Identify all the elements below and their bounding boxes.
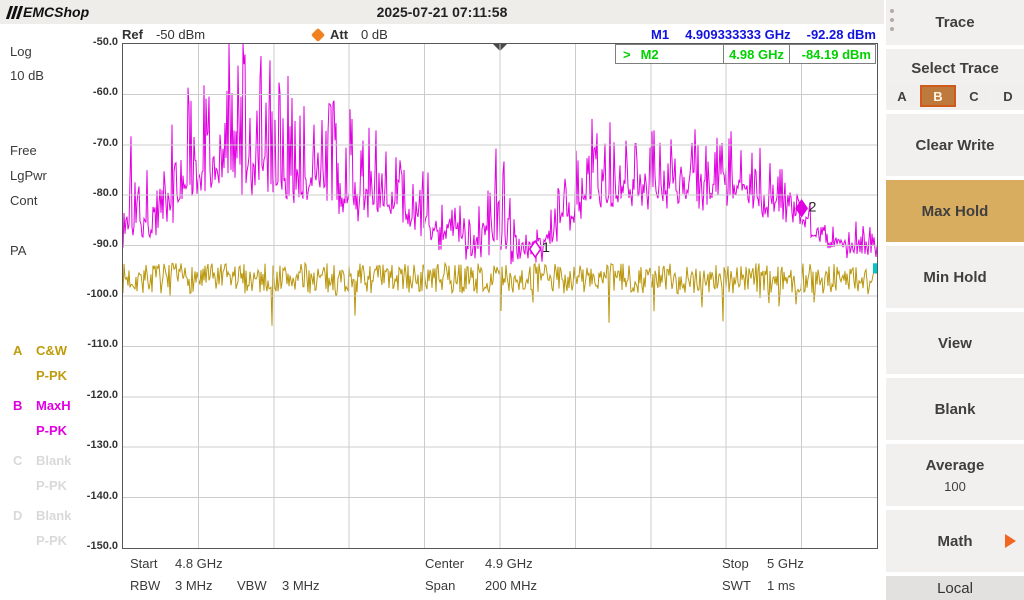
spectrum-traces: 12: [122, 43, 878, 548]
scale-type-label: Log: [10, 44, 32, 59]
trace-a-mode: C&W: [36, 343, 68, 358]
local-button[interactable]: Local: [886, 576, 1024, 600]
start-freq[interactable]: Start 4.8 GHz: [130, 556, 223, 571]
scale-div-label: 10 dB: [10, 68, 44, 83]
att-value: 0 dB: [361, 27, 388, 42]
menu-drag-handle-icon[interactable]: [890, 9, 894, 31]
marker2-active-indicator: >: [623, 46, 631, 62]
start-freq-value: 4.8 GHz: [175, 556, 223, 571]
center-freq-value: 4.9 GHz: [485, 556, 533, 571]
trace-c-mode: Blank: [36, 453, 72, 468]
y-axis-tick-label: -70.0: [92, 136, 118, 149]
preamp-label: PA: [10, 243, 27, 258]
trace-b-mode: MaxH: [36, 398, 71, 413]
swt-value: 1 ms: [767, 578, 796, 593]
min-hold-button[interactable]: Min Hold: [886, 246, 1024, 308]
attenuation-setting[interactable]: Att 0 dB: [310, 27, 388, 42]
trace-d-mode: Blank: [36, 508, 72, 523]
app-logo: EMC Shop: [5, 3, 90, 21]
max-hold-button[interactable]: Max Hold: [886, 180, 1024, 242]
math-label: Math: [937, 532, 973, 550]
trace-select-d[interactable]: D: [992, 85, 1024, 107]
marker2-freq: 4.98 GHz: [724, 45, 790, 63]
swt-setting[interactable]: SWT 1 ms: [722, 578, 796, 593]
y-axis-tick-label: -110.0: [87, 338, 118, 351]
vbw-setting[interactable]: VBW 3 MHz: [237, 578, 320, 593]
ref-label: Ref: [122, 27, 143, 42]
y-axis-tick-label: -50.0: [92, 36, 118, 48]
marker1-label: M1: [651, 27, 670, 42]
trace-b-detector: P-PK: [36, 423, 68, 438]
trace-a-detector: P-PK: [36, 368, 68, 383]
trace-d-letter: D: [13, 508, 23, 523]
marker1-freq: 4.909333333 GHz: [685, 27, 791, 42]
center-freq[interactable]: Center 4.9 GHz: [425, 556, 533, 571]
rbw-value: 3 MHz: [175, 578, 213, 593]
timestamp: 2025-07-21 07:11:58: [376, 4, 508, 20]
y-axis-tick-label: -60.0: [92, 86, 118, 99]
ref-value: -50 dBm: [155, 27, 206, 42]
y-axis-tick-label: -80.0: [92, 187, 118, 200]
logo-text-emc: EMC: [23, 4, 55, 20]
average-button[interactable]: Average 100: [886, 444, 1024, 506]
sweep-mode-label: Cont: [10, 193, 38, 208]
span-value: 200 MHz: [485, 578, 538, 593]
y-axis-tick-label: -130.0: [86, 439, 118, 452]
stop-freq[interactable]: Stop 5 GHz: [722, 556, 804, 571]
trace-select-b[interactable]: B: [920, 85, 956, 107]
math-button[interactable]: Math: [886, 510, 1024, 572]
marker1-readout: M1 4.909333333 GHz -92.28 dBm: [651, 27, 876, 42]
logo-text-shop: Shop: [54, 4, 90, 20]
y-axis-tick-label: -140.0: [86, 489, 118, 502]
trace-b-letter: B: [13, 398, 23, 413]
marker2-readout: > M2 4.98 GHz -84.19 dBm: [615, 44, 876, 64]
marker1-level: -92.28 dBm: [806, 27, 876, 42]
trigger-mode-label: Free: [10, 143, 37, 158]
y-axis-tick-label: -90.0: [92, 237, 118, 250]
trace-c-letter: C: [13, 453, 23, 468]
clear-write-button[interactable]: Clear Write: [886, 114, 1024, 176]
vbw-value: 3 MHz: [282, 578, 320, 593]
y-axis-tick-label: -100.0: [86, 288, 118, 300]
menu-header: Trace: [886, 0, 1024, 45]
marker2-level: -84.19 dBm: [801, 46, 871, 62]
marker-1-diamond-icon[interactable]: [528, 239, 542, 259]
marker-1-label: 1: [542, 239, 550, 255]
att-diamond-icon: [310, 27, 326, 42]
trace-d-detector: P-PK: [36, 533, 68, 548]
detector-mode-label: LgPwr: [10, 168, 47, 183]
marker2-label: M2: [640, 46, 659, 62]
marker-2-label: 2: [809, 198, 817, 214]
ref-level-setting[interactable]: Ref -50 dBm: [122, 27, 205, 42]
att-label: Att: [330, 27, 349, 42]
top-bar: EMC Shop 2025-07-21 07:11:58: [0, 0, 884, 24]
average-count: 100: [944, 478, 966, 494]
y-axis-tick-label: -150.0: [86, 540, 118, 552]
trace-select-c[interactable]: C: [958, 85, 990, 107]
blank-button[interactable]: Blank: [886, 378, 1024, 440]
rbw-setting[interactable]: RBW 3 MHz: [130, 578, 213, 593]
view-button[interactable]: View: [886, 312, 1024, 374]
average-label: Average: [925, 456, 985, 474]
y-axis-tick-label: -120.0: [86, 388, 118, 401]
menu-title: Trace: [935, 14, 975, 31]
select-trace-label: Select Trace: [911, 60, 999, 77]
stop-freq-value: 5 GHz: [767, 556, 804, 571]
marker-2-diamond-icon[interactable]: [795, 198, 809, 218]
trace-a-letter: A: [13, 343, 23, 358]
trace-c-detector: P-PK: [36, 478, 68, 493]
trace-select-a[interactable]: A: [886, 85, 918, 107]
submenu-arrow-icon: [1005, 534, 1016, 548]
span-setting[interactable]: Span 200 MHz: [425, 578, 538, 593]
